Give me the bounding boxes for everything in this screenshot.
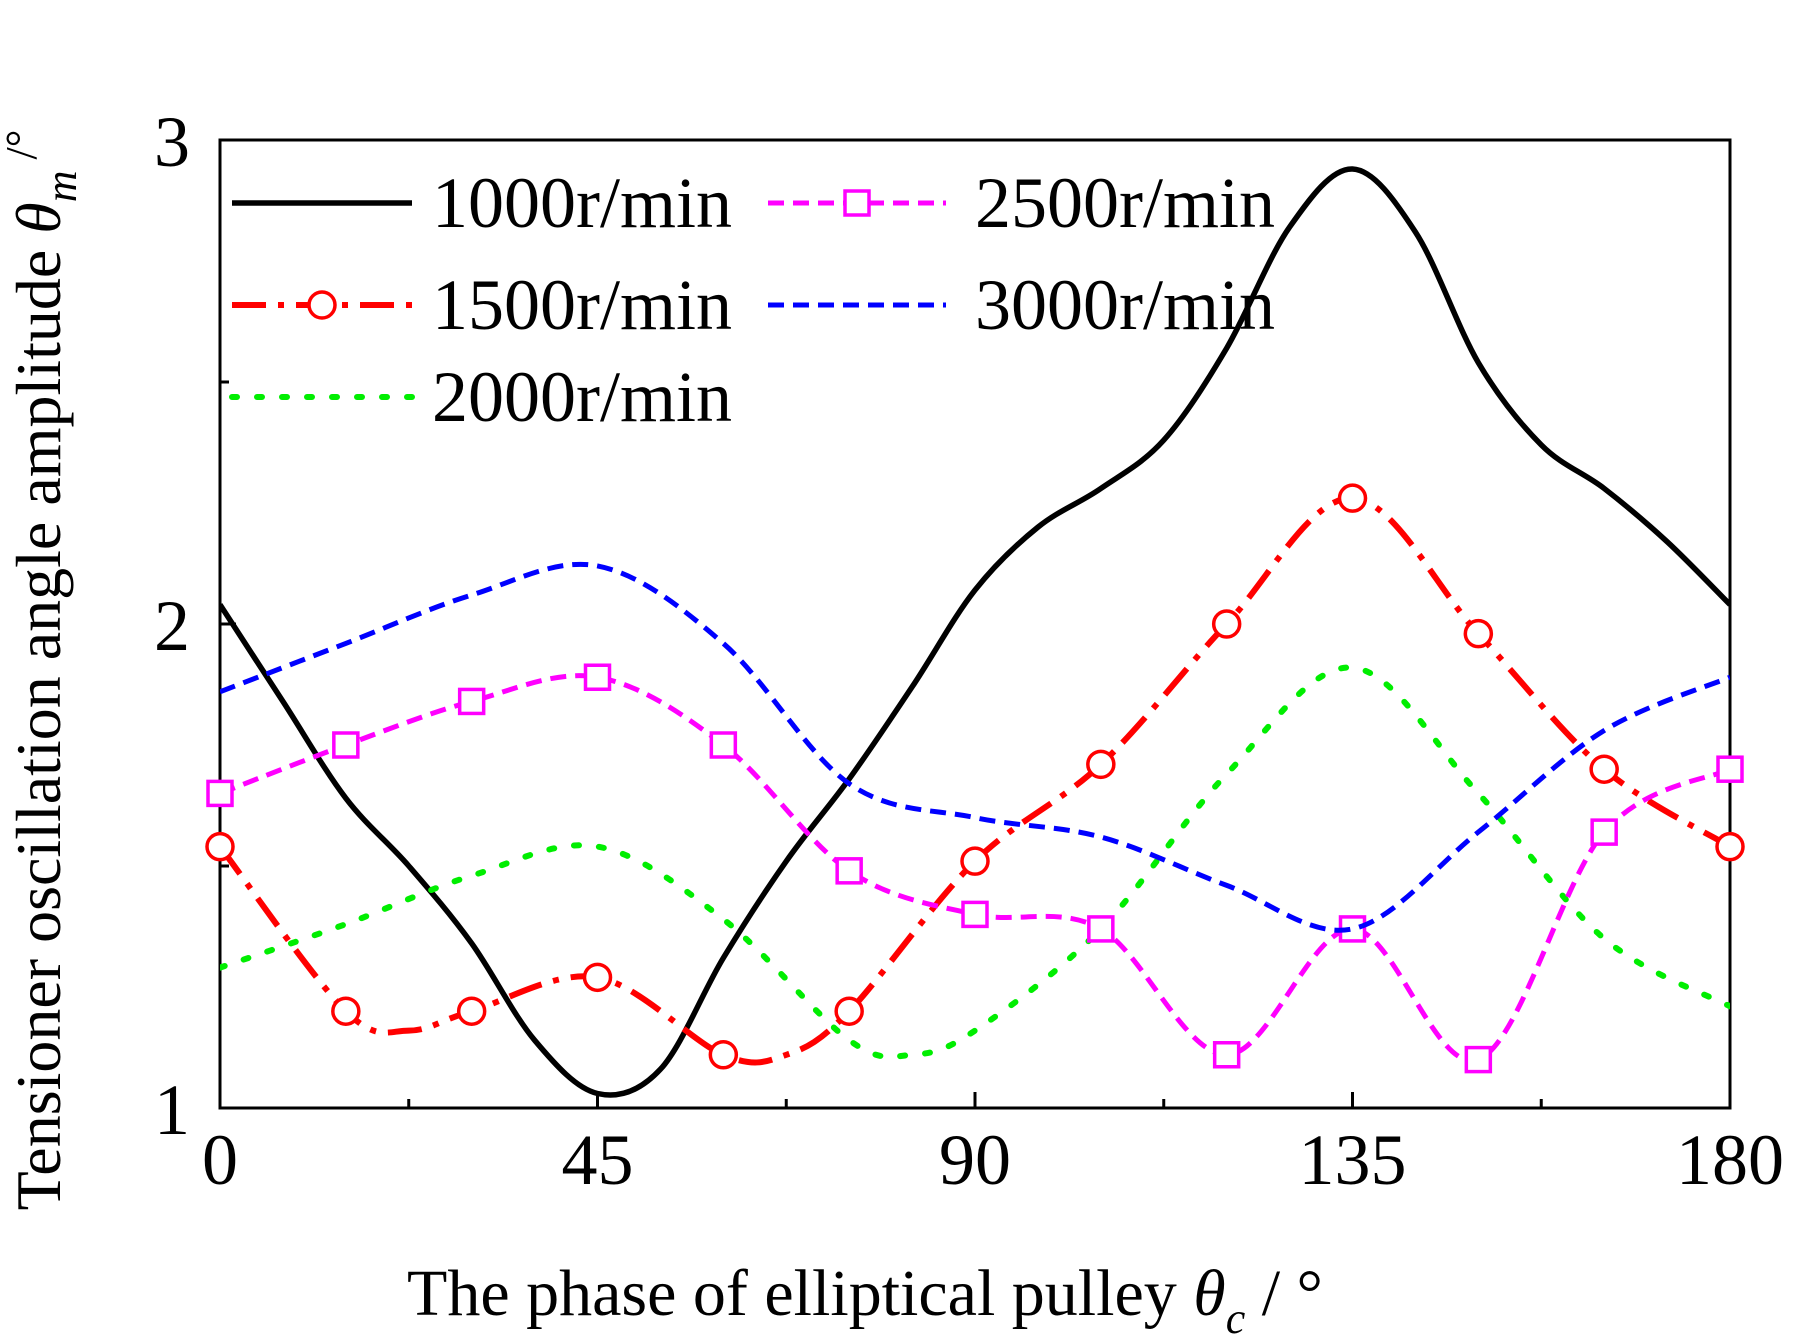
x-tick-label: 180 <box>1676 1120 1784 1200</box>
data-point-1500r-min <box>456 996 487 1026</box>
legend-item-3000r-min: 3000r/min <box>768 265 1275 345</box>
data-point-1500r-min <box>1589 754 1619 784</box>
ticks-layer: 0 45 90 135 180 1 2 3 <box>154 102 1784 1200</box>
y-axis-label-subscript: m <box>37 171 86 203</box>
x-tick-label: 0 <box>202 1120 238 1200</box>
legend: 1000r/min 1500r/min 2000r/min 2500r/min 3000… <box>229 163 1275 437</box>
x-axis-label-prefix: The phase of elliptical pulley <box>407 1257 1193 1330</box>
x-tick-label: 45 <box>562 1120 634 1200</box>
legend-label: 3000r/min <box>975 265 1275 345</box>
y-axis-label-prefix: Tensioner oscillation angle amplitude <box>3 234 74 1211</box>
series-2000r-min <box>220 664 1730 1060</box>
data-point-2500r-min <box>835 857 863 885</box>
series-line-3000r-min <box>220 561 1730 933</box>
series-layer <box>205 166 1745 1098</box>
data-point-2500r-min <box>1212 1041 1241 1069</box>
legend-label: 2500r/min <box>975 163 1275 243</box>
series-line-1000r-min <box>220 166 1730 1098</box>
legend-label: 1000r/min <box>432 163 732 243</box>
data-point-2500r-min <box>1464 1045 1493 1074</box>
data-point-1500r-min <box>1715 831 1745 862</box>
data-point-1500r-min <box>1211 609 1242 639</box>
data-point-2500r-min <box>206 779 234 808</box>
data-point-1500r-min <box>1463 618 1494 649</box>
data-point-1500r-min <box>582 962 613 993</box>
series-2500r-min <box>206 663 1744 1074</box>
data-point-1500r-min <box>1086 749 1116 780</box>
data-point-2500r-min <box>1590 818 1618 846</box>
legend-marker <box>307 290 337 320</box>
legend-item-1500r-min: 1500r/min <box>232 265 732 345</box>
y-tick-label: 3 <box>154 102 190 182</box>
legend-marker <box>843 189 871 217</box>
y-tick-label: 2 <box>154 586 190 666</box>
data-point-2500r-min <box>457 687 486 716</box>
x-axis-label-symbol: θ <box>1193 1257 1225 1330</box>
data-point-2500r-min <box>332 731 360 759</box>
data-point-2500r-min <box>583 663 612 691</box>
y-axis-label: Tensioner oscillation angle amplitude θm… <box>0 130 86 1211</box>
data-point-1500r-min <box>960 846 990 876</box>
legend-item-1000r-min: 1000r/min <box>232 163 732 243</box>
x-axis-label: The phase of elliptical pulley θc / ° <box>407 1257 1323 1343</box>
data-point-1500r-min <box>205 831 235 862</box>
legend-item-2500r-min: 2500r/min <box>768 163 1275 243</box>
data-point-1500r-min <box>1337 483 1368 513</box>
y-axis-label-symbol: θ <box>3 202 74 233</box>
x-tick-label: 90 <box>939 1120 1011 1200</box>
data-point-1500r-min <box>834 996 864 1026</box>
data-point-1500r-min <box>708 1040 739 1070</box>
data-point-2500r-min <box>1087 915 1115 943</box>
series-1000r-min <box>220 166 1730 1098</box>
y-axis-label-suffix: /° <box>0 130 46 171</box>
x-tick-label: 135 <box>1299 1120 1407 1200</box>
x-axis-label-suffix: / ° <box>1245 1257 1323 1330</box>
series-3000r-min <box>220 561 1730 933</box>
y-tick-label: 1 <box>154 1070 190 1150</box>
data-point-1500r-min <box>331 996 361 1026</box>
series-line-1500r-min <box>220 495 1730 1066</box>
legend-label: 2000r/min <box>432 357 732 437</box>
legend-item-2000r-min: 2000r/min <box>229 357 732 437</box>
x-axis-label-subscript: c <box>1226 1294 1246 1343</box>
series-1500r-min <box>205 483 1745 1070</box>
data-point-2500r-min <box>1716 755 1744 783</box>
data-point-2500r-min <box>709 731 738 759</box>
data-point-2500r-min <box>961 900 989 929</box>
series-line-2000r-min <box>220 664 1730 1060</box>
legend-label: 1500r/min <box>432 265 732 345</box>
